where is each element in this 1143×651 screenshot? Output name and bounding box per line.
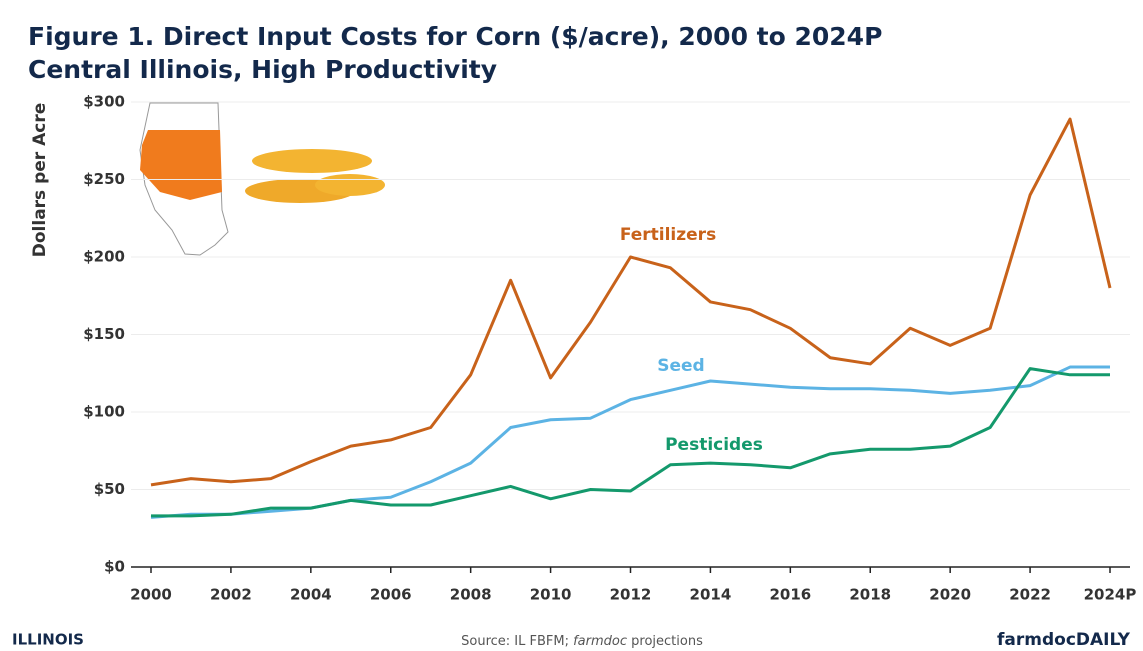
x-tick-label: 2018	[849, 586, 891, 604]
x-tick-label: 2004	[290, 586, 332, 604]
y-tick-label: $50	[94, 480, 125, 498]
x-tick-label: 2016	[769, 586, 811, 604]
x-tick-label: 2022	[1009, 586, 1051, 604]
source-part: Source: IL FBFM;	[461, 634, 573, 649]
series-line	[151, 367, 1110, 518]
y-tick-label: $0	[104, 558, 125, 576]
y-tick-label: $250	[83, 170, 125, 188]
source-part: farmdoc	[573, 634, 627, 649]
y-tick-label: $100	[83, 403, 125, 421]
x-tick-label: 2024P	[1084, 586, 1137, 604]
logo-left: ILLINOIS	[12, 631, 84, 649]
chart-subtitle: Central Illinois, High Productivity	[28, 55, 497, 84]
series-label: Seed	[657, 356, 704, 376]
x-tick-label: 2014	[690, 586, 732, 604]
y-axis-label: Dollars per Acre	[30, 103, 50, 258]
source-part: projections	[627, 634, 703, 649]
x-tick-label: 2012	[610, 586, 652, 604]
x-tick-label: 2008	[450, 586, 492, 604]
x-tick-label: 2006	[370, 586, 412, 604]
source: Source: IL FBFM; farmdoc projections	[461, 634, 703, 649]
x-tick-label: 2020	[929, 586, 971, 604]
series-line	[150, 365, 1110, 519]
y-tick-label: $150	[83, 325, 125, 343]
logo-right: farmdocDAILY	[997, 630, 1131, 650]
series-label: Pesticides	[665, 435, 763, 455]
y-tick-label: $200	[83, 248, 125, 266]
series-line	[150, 117, 1112, 487]
x-tick-label: 2002	[210, 586, 252, 604]
x-tick-label: 2000	[130, 586, 172, 604]
x-tick-label: 2010	[530, 586, 572, 604]
series-label: Fertilizers	[620, 225, 716, 245]
chart-title: Figure 1. Direct Input Costs for Corn ($…	[28, 22, 882, 51]
y-tick-label: $300	[83, 93, 125, 111]
